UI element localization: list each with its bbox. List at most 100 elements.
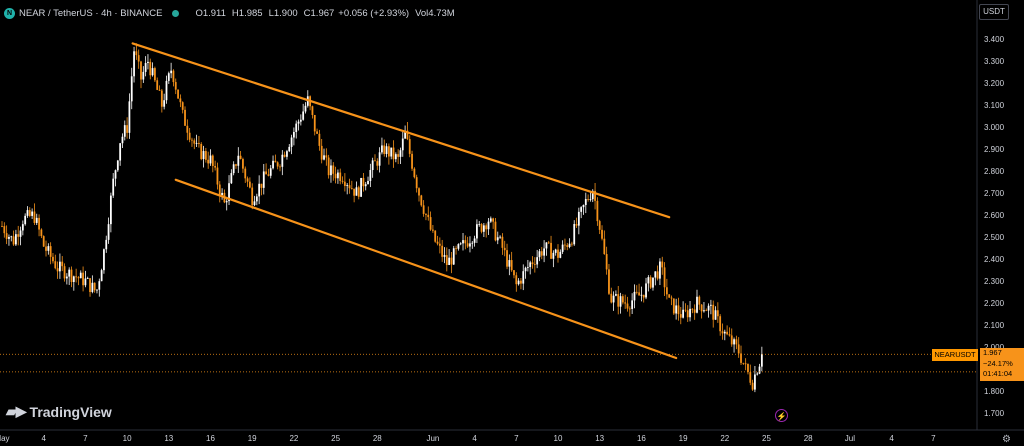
candle-body <box>450 257 453 265</box>
tradingview-logo[interactable]: ▰▶ TradingView <box>6 403 112 420</box>
candle-body <box>378 152 381 166</box>
candle-body <box>492 218 495 222</box>
candle-body <box>415 177 418 189</box>
candle-body <box>123 125 126 137</box>
candle-body <box>343 181 346 186</box>
candle-body <box>571 243 573 245</box>
candle-body <box>281 154 284 167</box>
candle-body <box>54 261 57 269</box>
candle-body <box>397 154 400 157</box>
time-tick-label: May <box>0 434 10 443</box>
candle-body <box>577 211 580 226</box>
candle-body <box>346 185 349 186</box>
candle-body <box>286 151 288 157</box>
price-tick-label: 3.400 <box>984 35 1005 44</box>
candle-body <box>135 51 138 56</box>
candle-body <box>434 230 437 242</box>
candle-body <box>381 145 383 153</box>
candle-body <box>441 245 444 257</box>
time-tick-label: 7 <box>83 434 88 443</box>
candle-body <box>193 140 196 144</box>
upper-channel-line <box>131 42 671 219</box>
candle-body <box>181 102 184 110</box>
candle-body <box>79 272 82 279</box>
candle-body <box>524 267 527 272</box>
candle-body <box>642 294 645 298</box>
candle-body <box>86 278 89 280</box>
candle-body <box>214 166 217 168</box>
candle-body <box>545 242 548 249</box>
currency-selector[interactable]: USDT <box>979 4 1009 20</box>
candle-body <box>341 180 344 182</box>
candle-body <box>89 278 91 293</box>
candle-body <box>100 270 103 282</box>
candle-body <box>1 226 3 227</box>
candle-body <box>489 218 492 222</box>
candle-body <box>510 260 513 271</box>
price-tick-label: 2.400 <box>984 255 1005 264</box>
candle-body <box>413 168 416 178</box>
candle-body <box>647 277 650 284</box>
candle-body <box>485 225 488 230</box>
candle-body <box>283 154 286 157</box>
candle-body <box>387 146 390 157</box>
time-tick-label: 19 <box>679 434 688 443</box>
candle-body <box>262 171 265 188</box>
candle-body <box>174 82 177 90</box>
candle-body <box>677 305 680 315</box>
candle-body <box>573 224 576 245</box>
gear-icon[interactable]: ⚙ <box>1002 434 1011 445</box>
candle-body <box>230 173 233 184</box>
flash-icon[interactable]: ⚡ <box>775 409 788 422</box>
candle-body <box>476 224 478 239</box>
candle-body <box>45 246 47 251</box>
candle-body <box>70 269 73 282</box>
candle-body <box>364 184 367 187</box>
time-tick-label: 4 <box>472 434 477 443</box>
time-tick-label: Jul <box>845 434 855 443</box>
time-tick-label: 7 <box>514 434 519 443</box>
candle-body <box>610 293 613 303</box>
candle-body <box>330 165 332 176</box>
candle-body <box>631 300 634 309</box>
candle-body <box>480 224 483 232</box>
candle-body <box>689 308 691 318</box>
lower-channel-line <box>174 178 678 360</box>
candle-body <box>103 249 105 271</box>
symbol-price-label: NEARUSDT <box>932 349 978 361</box>
candle-body <box>638 292 640 296</box>
candle-body <box>128 101 131 133</box>
candle-body <box>119 143 122 161</box>
time-tick-label: 16 <box>206 434 215 443</box>
candle-body <box>496 237 499 241</box>
candle-body <box>91 282 94 293</box>
price-tick-label: 3.000 <box>984 123 1005 132</box>
last-price-value: 1.967 <box>983 348 1002 357</box>
candle-body <box>299 119 302 122</box>
candle-body <box>719 316 722 332</box>
symbol-header: N NEAR / TetherUS · 4h · BINANCE O 1.911 … <box>4 6 455 20</box>
candle-body <box>652 277 654 288</box>
candle-body <box>448 257 451 265</box>
candle-body <box>311 106 314 115</box>
symbol-title[interactable]: NEAR / TetherUS · 4h · BINANCE <box>19 7 163 19</box>
candle-body <box>568 243 571 247</box>
candle-body <box>211 155 214 167</box>
price-tick-label: 2.900 <box>984 145 1005 154</box>
candle-body <box>566 245 569 247</box>
candle-body <box>24 215 27 225</box>
candle-body <box>716 310 719 317</box>
candle-body <box>272 160 274 169</box>
candle-body <box>369 170 372 181</box>
price-lines-layer <box>0 353 977 373</box>
candle-body <box>499 236 501 238</box>
candle-body <box>12 236 15 245</box>
candle-body <box>494 221 497 241</box>
candle-body <box>179 98 182 103</box>
candle-body <box>47 246 50 251</box>
candle-body <box>700 304 703 312</box>
candle-body <box>645 283 647 298</box>
candle-body <box>337 172 339 179</box>
candle-body <box>318 133 321 146</box>
